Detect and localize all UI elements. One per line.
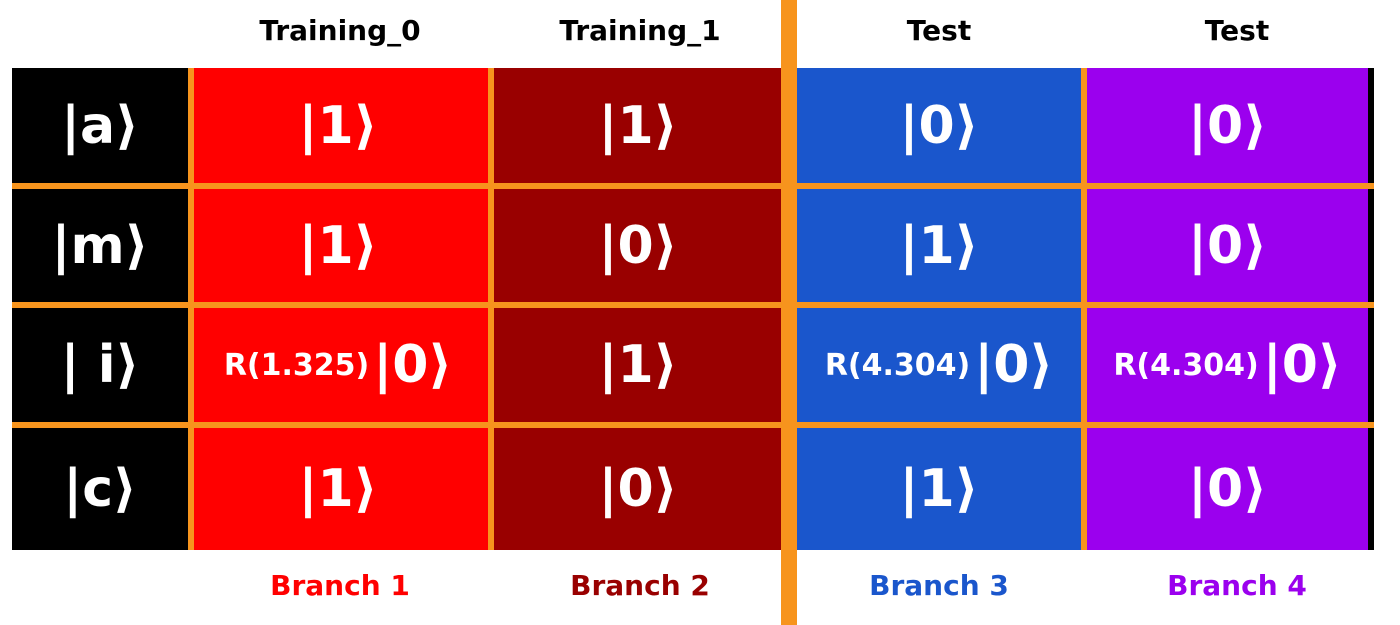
cell-m-branch4: |0⟩	[1087, 189, 1368, 302]
cell-c-branch3: |1⟩	[797, 428, 1081, 550]
row-divider	[12, 302, 1374, 308]
column-divider	[1081, 68, 1087, 550]
row-divider	[12, 422, 1374, 428]
cell-i-branch4: R(4.304) |0⟩	[1087, 308, 1368, 422]
branch-label-3: Branch 3	[869, 568, 1009, 602]
cell-a-branch3: |0⟩	[797, 68, 1081, 183]
rotation-label: R(1.325)	[223, 347, 370, 383]
branch-label-4: Branch 4	[1167, 568, 1307, 602]
column-divider	[488, 68, 494, 550]
column-divider	[188, 68, 194, 550]
row-label-a: |a⟩	[12, 68, 188, 183]
training-test-separator	[781, 0, 797, 625]
cell-c-branch1: |1⟩	[188, 428, 488, 550]
rotation-label: R(4.304)	[1113, 347, 1259, 383]
column-header-test-1: Test	[906, 13, 972, 47]
cell-m-branch1: |1⟩	[188, 189, 488, 302]
column-header-test-2: Test	[1204, 13, 1270, 47]
branch-label-2: Branch 2	[570, 568, 710, 602]
row-label-m: |m⟩	[12, 189, 188, 302]
cell-i-branch3: R(4.304) |0⟩	[797, 308, 1081, 422]
cell-a-branch2: |1⟩	[494, 68, 782, 183]
column-header-training-1: Training_1	[559, 13, 721, 47]
row-divider	[12, 183, 1374, 189]
state-table: |a⟩ |m⟩ | i⟩ |c⟩ |1⟩ |1⟩ R(1.325) |0⟩ |1⟩…	[12, 68, 1374, 550]
rotation-label: R(4.304)	[824, 347, 971, 383]
cell-m-branch3: |1⟩	[797, 189, 1081, 302]
cell-i-branch1: R(1.325) |0⟩	[188, 308, 488, 422]
cell-c-branch2: |0⟩	[494, 428, 782, 550]
row-label-i: | i⟩	[12, 308, 188, 422]
branch-label-1: Branch 1	[270, 568, 410, 602]
column-header-training-0: Training_0	[259, 13, 421, 47]
ket-value: |0⟩	[373, 335, 453, 395]
cell-i-branch2: |1⟩	[494, 308, 782, 422]
row-label-c: |c⟩	[12, 428, 188, 550]
cell-a-branch4: |0⟩	[1087, 68, 1368, 183]
ket-value: |0⟩	[974, 335, 1054, 395]
cell-a-branch1: |1⟩	[188, 68, 488, 183]
cell-m-branch2: |0⟩	[494, 189, 782, 302]
ket-value: |0⟩	[1262, 335, 1342, 395]
cell-c-branch4: |0⟩	[1087, 428, 1368, 550]
